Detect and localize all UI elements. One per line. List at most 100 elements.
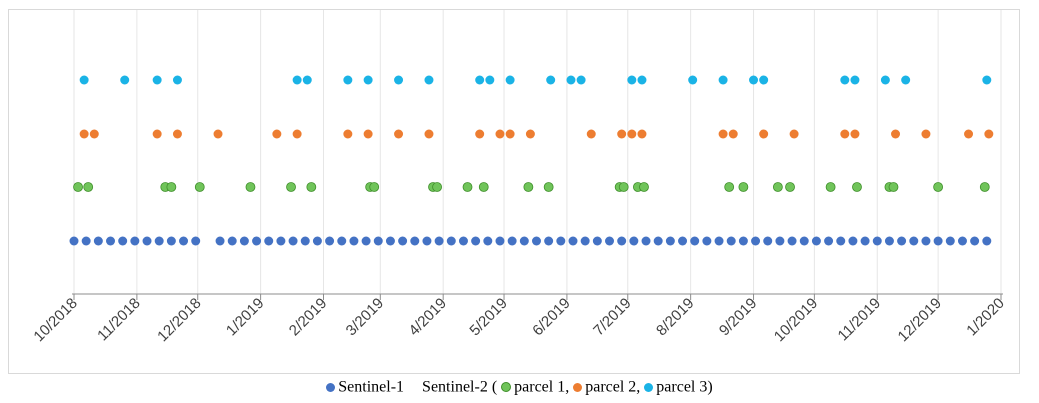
sentinel-1-point	[629, 236, 639, 246]
parcel-1-point	[306, 182, 317, 192]
parcel-1-point	[83, 182, 94, 192]
gridlines	[73, 10, 1002, 294]
x-tick-label: 3/2019	[343, 295, 387, 339]
sentinel-1-point	[410, 236, 420, 246]
x-tick-label: 6/2019	[529, 295, 573, 339]
sentinel-1-point	[763, 236, 773, 246]
sentinel-1-point	[665, 236, 675, 246]
sentinel-1-point	[775, 236, 785, 246]
sentinel-1-point	[653, 236, 663, 246]
parcel-1-point	[888, 182, 899, 192]
x-tick-label: 7/2019	[590, 295, 634, 339]
sentinel-1-point	[215, 236, 225, 246]
sentinel-1-point	[325, 236, 335, 246]
parcel-3-point	[850, 75, 860, 85]
sentinel-1-point	[179, 236, 189, 246]
parcel-2-point	[475, 129, 485, 139]
legend-sentinel-1-marker	[326, 382, 336, 392]
sentinel-1-point	[227, 236, 237, 246]
sentinel-1-point	[921, 236, 931, 246]
parcel-1-point	[478, 182, 489, 192]
sentinel-1-point	[605, 236, 615, 246]
parcel-1-point	[369, 182, 380, 192]
sentinel-1-point	[799, 236, 809, 246]
legend: Sentinel-1 Sentinel-2 ( parcel 1, parcel …	[0, 378, 1039, 396]
parcel-3-point	[901, 75, 911, 85]
sentinel-1-point	[860, 236, 870, 246]
parcel-2-point	[79, 129, 89, 139]
parcel-1-point	[852, 182, 862, 192]
parcel-2-point	[272, 129, 282, 139]
parcel-3-point	[982, 75, 992, 85]
parcel-2-point	[964, 129, 974, 139]
x-tick-label: 10/2019	[771, 295, 821, 345]
parcel-2-point	[363, 129, 373, 139]
parcel-1-point	[639, 182, 649, 192]
parcel-1-point	[979, 182, 990, 192]
parcel-1-point	[738, 182, 749, 192]
parcel-2-point	[343, 129, 353, 139]
parcel-2-point	[789, 129, 799, 139]
x-tick-label: 4/2019	[406, 295, 450, 339]
plot-area: 10/2018 11/2018 12/2018 1/2019 2/2019 3/2019 4…	[30, 10, 1008, 345]
parcel-3-point	[363, 75, 373, 85]
parcel-2-point	[850, 129, 860, 139]
parcel-3-point	[749, 75, 759, 85]
parcel-3-point	[485, 75, 495, 85]
chart-area: 10/2018 11/2018 12/2018 1/2019 2/2019 3/2019 4…	[8, 9, 1020, 374]
sentinel-1-point	[154, 236, 164, 246]
sentinel-1-point	[556, 236, 566, 246]
parcel-3-point	[718, 75, 728, 85]
sentinel-1-point	[897, 236, 907, 246]
parcel-3-point	[475, 75, 485, 85]
parcel-2-point	[637, 129, 647, 139]
parcel-2-point	[728, 129, 738, 139]
legend-parcel-1-label: parcel 1,	[514, 378, 570, 396]
parcel-2-point	[627, 129, 637, 139]
legend-sentinel-1-label: Sentinel-1	[338, 378, 405, 396]
x-tick-labels: 10/2018 11/2018 12/2018 1/2019 2/2019 3/2019 4…	[30, 295, 1007, 345]
parcel-3-point	[120, 75, 130, 85]
sentinel-1-point	[166, 236, 176, 246]
parcel-2-point	[891, 129, 901, 139]
parcel-2-point	[984, 129, 994, 139]
sentinel-1-point	[252, 236, 262, 246]
sentinel-1-point	[239, 236, 249, 246]
sentinel-1-point	[422, 236, 432, 246]
parcel-1-point	[245, 182, 256, 192]
sentinel-1-point	[531, 236, 541, 246]
sentinel-1-point	[641, 236, 651, 246]
parcel-3-point	[79, 75, 89, 85]
parcel-2-point	[586, 129, 596, 139]
sentinel-1-point	[957, 236, 967, 246]
sentinel-1-point	[787, 236, 797, 246]
sentinel-1-point	[434, 236, 444, 246]
parcel-2-point	[921, 129, 931, 139]
parcel-1-point	[432, 182, 442, 192]
parcel-1-point	[166, 182, 177, 192]
parcel-3-point	[637, 75, 647, 85]
sentinel-1-point	[617, 236, 627, 246]
sentinel-1-point	[568, 236, 578, 246]
parcel-2-point	[617, 129, 627, 139]
sentinel-1-point	[142, 236, 152, 246]
parcel-1-point	[724, 182, 735, 192]
parcel-2-point	[394, 129, 404, 139]
sentinel-1-point	[702, 236, 712, 246]
sentinel-1-point	[836, 236, 846, 246]
parcel-3-point	[292, 75, 302, 85]
sentinel-1-point	[690, 236, 700, 246]
parcel-2-point	[495, 129, 505, 139]
parcel-3-point	[343, 75, 353, 85]
sentinel-1-point	[93, 236, 103, 246]
sentinel-1-point	[714, 236, 724, 246]
x-tick-label: 1/2020	[963, 295, 1007, 339]
parcel-2-point	[213, 129, 223, 139]
sentinel-1-point	[106, 236, 116, 246]
sentinel-1-point	[471, 236, 481, 246]
parcel-2-point	[292, 129, 302, 139]
sentinel-1-point	[373, 236, 383, 246]
x-tick-label: 2/2019	[286, 295, 330, 339]
parcel-1-point	[825, 182, 836, 192]
sentinel-1-point	[580, 236, 590, 246]
